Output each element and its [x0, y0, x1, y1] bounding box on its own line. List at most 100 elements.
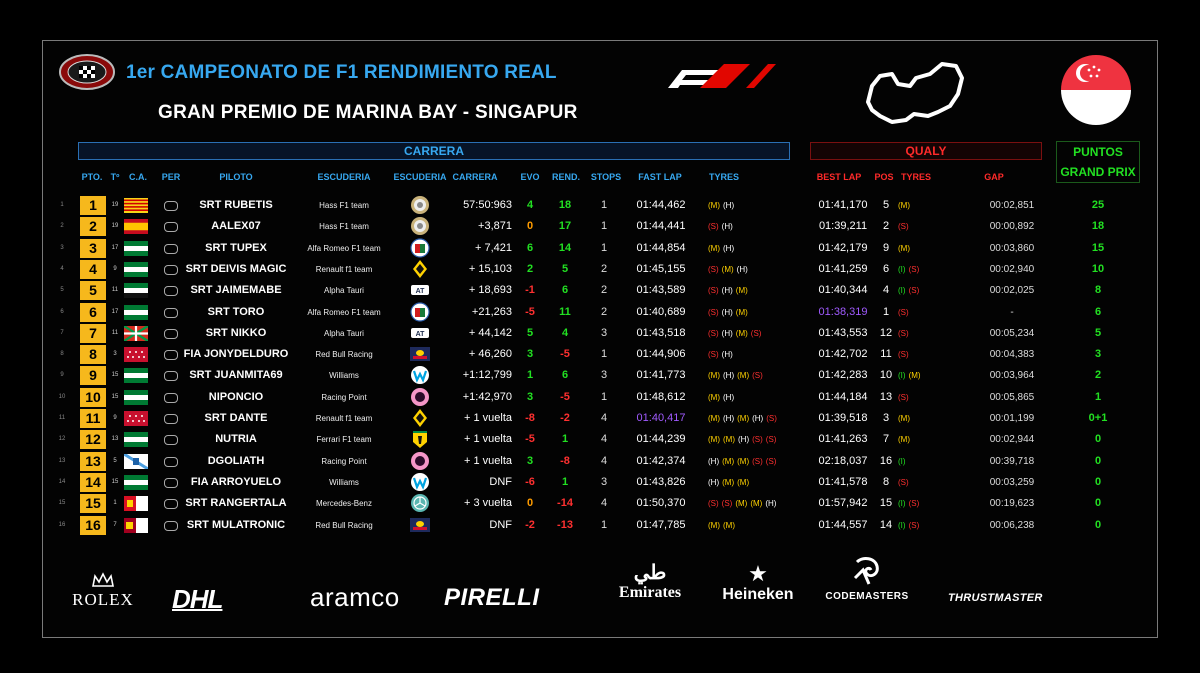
performance-value: -5: [560, 348, 570, 361]
best-lap: 01:40,344: [818, 284, 868, 297]
row-index: 16: [58, 521, 66, 528]
qualy-gap: 00:03,860: [989, 242, 1035, 254]
qualy-tyres: (S): [898, 216, 978, 237]
team-name: Red Bull Racing: [315, 520, 373, 530]
race-tyres: (H) (M) (M) (S) (S): [708, 451, 808, 472]
tyre-compound: (M): [735, 328, 748, 338]
grand-prix-points: 18: [1091, 220, 1105, 233]
position-badge: 11: [80, 409, 106, 428]
col-tyres: TYRES: [708, 172, 739, 182]
evolution-value: 5: [526, 326, 534, 339]
sponsor-emirates-label: Emirates: [618, 584, 682, 601]
position-badge: 5: [80, 281, 106, 301]
team-logo-icon: [411, 387, 429, 406]
driver-name: AALEX07: [211, 220, 261, 233]
tyre-compound: (M): [737, 456, 750, 466]
pit-stops: 4: [600, 412, 608, 424]
evolution-value: -8: [525, 412, 535, 424]
region-flag-icon: [124, 219, 148, 235]
race-tyres: (M) (H): [708, 387, 808, 408]
best-lap: 01:44,557: [818, 518, 868, 531]
row-index: 2: [60, 223, 64, 230]
driver-name: SRT RUBETIS: [199, 199, 273, 211]
position-badge: 2: [80, 217, 106, 237]
qualy-gap: 00:01,199: [989, 413, 1035, 424]
qualy-position: 1: [882, 305, 890, 318]
position-badge: 3: [80, 238, 106, 258]
tyre-compound: (S): [708, 328, 719, 338]
table-row: 11 11 9 SRT DANTE Renault f1 team + 1 vu…: [0, 408, 1200, 429]
board-frame: [42, 40, 1158, 638]
tyre-compound: (M): [737, 371, 750, 381]
sponsor-heineken: ★ Heineken: [716, 562, 800, 604]
position-badge: 1: [80, 196, 106, 215]
tyre-compound: (M): [708, 414, 720, 423]
qualy-tyres: (I) (M): [898, 365, 978, 386]
tyre-compound: (M): [735, 286, 748, 296]
driver-name: SRT TUPEX: [205, 241, 267, 254]
tyre-compound: (H): [738, 435, 750, 445]
temporadas: 13: [111, 436, 119, 443]
position-badge: 6: [80, 302, 106, 322]
fast-lap: 01:44,462: [636, 199, 686, 211]
evolution-value: 3: [526, 348, 534, 361]
performance-value: 5: [561, 262, 569, 275]
col-gap: GAP: [984, 172, 1004, 182]
qualy-gap: 00:02,025: [989, 285, 1035, 297]
tyre-compound: (M): [708, 520, 720, 530]
driver-name: SRT DANTE: [204, 412, 268, 424]
col-carrera: CARRERA: [452, 172, 498, 182]
tyre-compound: (M): [898, 243, 910, 253]
gamepad-icon: [164, 264, 178, 275]
emirates-arabic-mark-icon: طي: [633, 560, 667, 584]
championship-title: 1er CAMPEONATO DE F1 RENDIMIENTO REAL: [126, 62, 557, 83]
pit-stops: 3: [600, 475, 608, 488]
position-badge: 15: [80, 494, 106, 514]
heineken-star-icon: ★: [748, 561, 768, 586]
tyre-compound: (H): [721, 328, 733, 338]
tyre-compound: (S): [752, 371, 763, 381]
marina-bay-track-map-icon: [866, 62, 964, 124]
region-flag-icon: [124, 411, 148, 426]
temporadas: 15: [111, 393, 119, 400]
best-lap: 01:39,518: [818, 412, 868, 424]
pit-stops: 4: [600, 454, 608, 467]
performance-value: 14: [558, 241, 572, 254]
gamepad-icon: [164, 350, 178, 361]
fast-lap: 01:40,689: [636, 305, 686, 318]
qualy-section-header: QUALY: [810, 142, 1042, 160]
temporadas: 17: [111, 308, 119, 315]
qualy-tyres: (M): [898, 195, 978, 216]
race-tyres: (S) (S) (M) (M) (H): [708, 493, 808, 514]
col-pos: POS: [874, 172, 894, 182]
tyre-compound: (S): [766, 414, 777, 423]
team-name: Williams: [329, 477, 359, 487]
team-name: Alpha Tauri: [324, 286, 364, 296]
driver-name: SRT DEIVIS MAGIC: [185, 262, 287, 275]
row-index: 3: [60, 244, 64, 251]
temporadas: 17: [111, 244, 119, 251]
best-lap: 01:42,283: [818, 369, 868, 382]
race-tyres: (M) (H): [708, 238, 808, 259]
race-time: +21,263: [471, 305, 512, 318]
evolution-value: 3: [526, 454, 534, 467]
race-tyres: (M) (M) (H) (S) (S): [708, 429, 808, 450]
fast-lap: 01:42,374: [636, 454, 686, 467]
singapore-flag-icon: [1061, 55, 1131, 125]
best-lap: 01:44,184: [818, 390, 868, 403]
sponsor-dhl: DHL: [172, 584, 223, 614]
tyre-compound: (H): [723, 201, 735, 210]
fast-lap: 01:48,612: [636, 390, 686, 403]
race-tyres: (M) (M): [708, 515, 808, 536]
race-time: + 1 vuelta: [463, 433, 512, 446]
performance-value: 1: [561, 433, 569, 446]
qualy-gap: 00:03,259: [989, 476, 1035, 488]
race-time: + 3 vuelta: [463, 497, 512, 510]
fast-lap: 01:43,589: [636, 284, 686, 297]
race-tyres: (S) (M) (H): [708, 259, 808, 280]
col-qualy-tyres: TYRES: [900, 172, 931, 182]
evolution-value: -6: [525, 475, 535, 488]
col-fast-lap: FAST LAP: [638, 172, 682, 182]
pit-stops: 1: [600, 390, 608, 403]
race-time: 57:50:963: [463, 199, 512, 211]
